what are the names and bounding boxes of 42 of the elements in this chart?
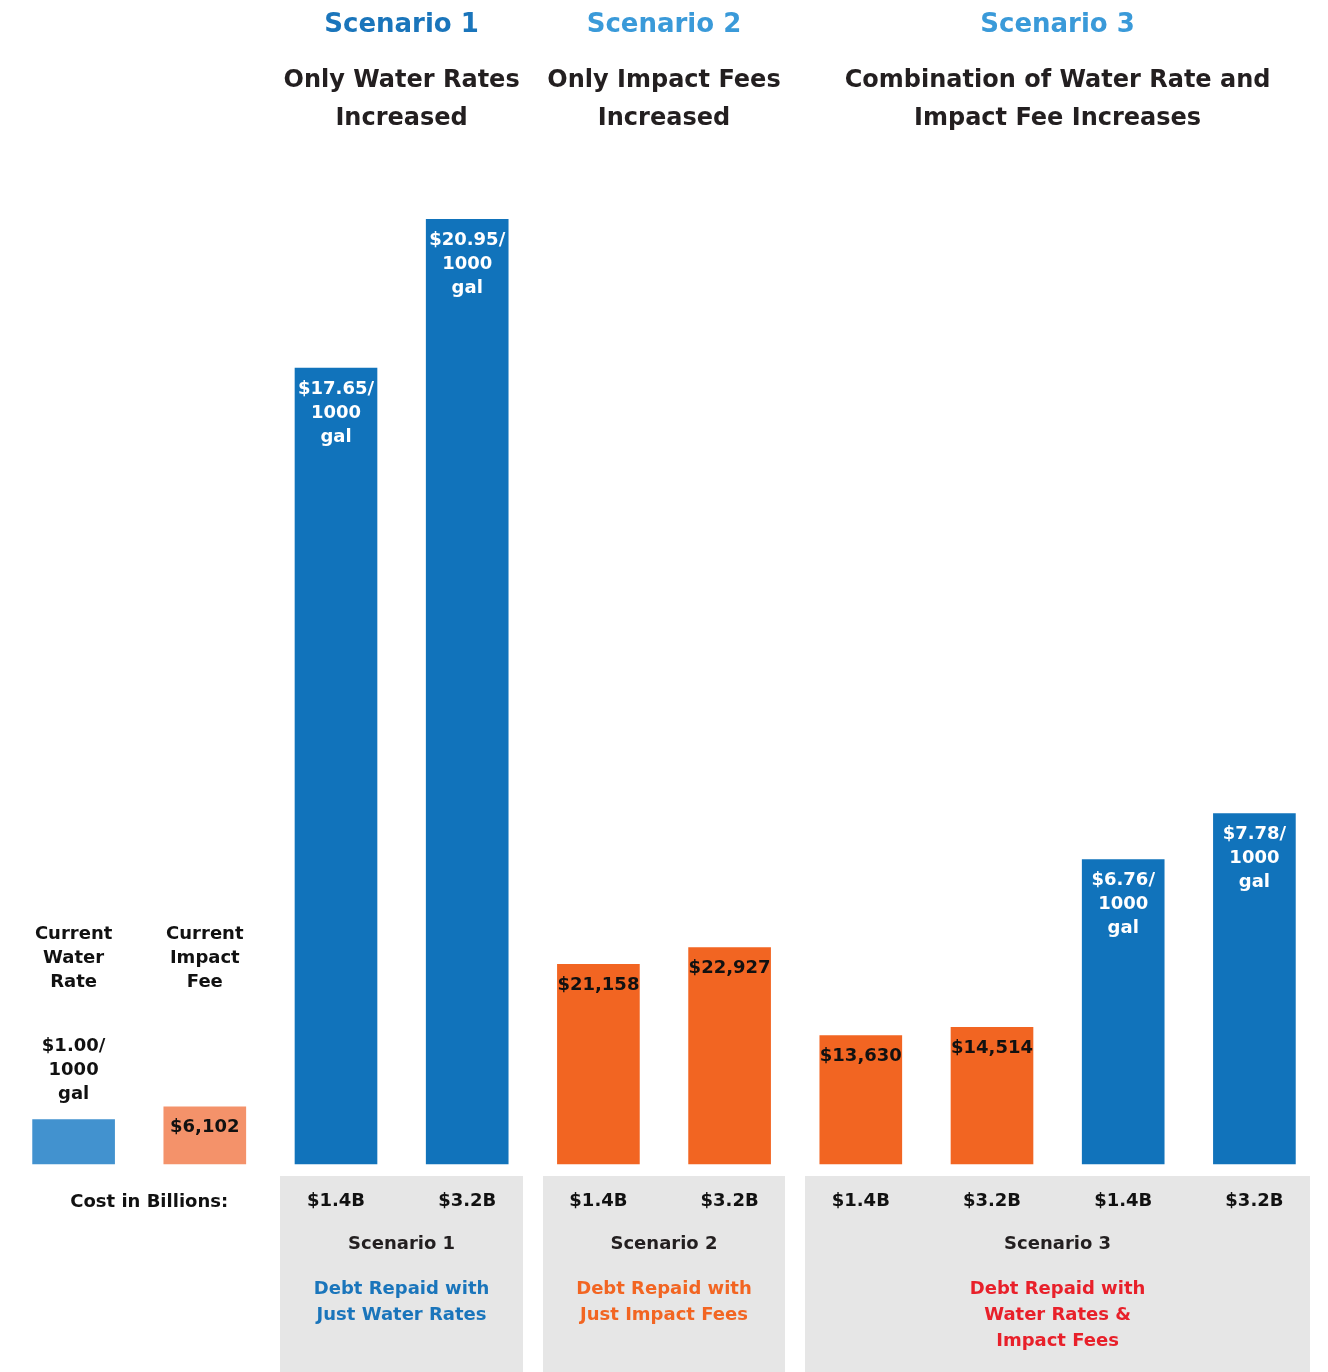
- bar: [1213, 813, 1296, 1165]
- x-tick-label: $3.2B: [962, 1188, 1022, 1210]
- data-label: $6,102: [170, 1115, 240, 1137]
- bar: [819, 1035, 903, 1165]
- text: Debt Repaid with Water Rates & Impact Fees: [968, 1276, 1147, 1353]
- x-tick-label: Current Impact Fee: [166, 921, 244, 991]
- data-label: $6.76/ 1000 gal: [1091, 867, 1156, 937]
- bar: [688, 947, 771, 1165]
- data-label: $20.95/ 1000 gal: [429, 227, 506, 297]
- text: Scenario 1: [323, 8, 480, 38]
- data-label: $14,514: [951, 1035, 1033, 1057]
- data-label: $13,630: [819, 1043, 902, 1065]
- data-label: $17.65/ 1000 gal: [297, 376, 375, 446]
- bar: [32, 1119, 115, 1165]
- x-tick-label: $3.2B: [700, 1188, 759, 1210]
- text: Only Impact Fees Increased: [546, 64, 782, 133]
- x-tick-label: $3.2B: [1225, 1188, 1284, 1210]
- bar: [1081, 859, 1165, 1165]
- data-label: $21,158: [557, 972, 640, 994]
- text: Scenario 1: [347, 1232, 457, 1254]
- text: Debt Repaid with Just Water Rates: [312, 1276, 491, 1327]
- x-tick-label: $1.4B: [569, 1188, 628, 1210]
- text: Scenario 2: [609, 1232, 719, 1254]
- text: Only Water Rates Increased: [282, 64, 521, 133]
- bar: [950, 1026, 1034, 1165]
- bar: [557, 963, 640, 1165]
- text: Combination of Water Rate and Impact Fee Increases: [843, 64, 1272, 133]
- text: Debt Repaid with Just Impact Fees: [575, 1276, 753, 1327]
- bar: [294, 367, 378, 1165]
- x-tick-label: Current Water Rate: [34, 921, 113, 991]
- x-tick-label: $1.4B: [306, 1188, 366, 1210]
- text: Cost in Billions:: [69, 1190, 230, 1212]
- text: Scenario 2: [585, 8, 743, 38]
- data-label: $7.78/ 1000 gal: [1222, 821, 1287, 891]
- x-tick-label: $1.4B: [1094, 1188, 1153, 1210]
- text: Scenario 3: [979, 8, 1136, 38]
- data-label: $1.00/ 1000 gal: [41, 1033, 106, 1103]
- text: Scenario 3: [1003, 1232, 1113, 1254]
- data-label: $22,927: [688, 955, 771, 977]
- bar: [425, 218, 509, 1165]
- x-tick-label: $1.4B: [831, 1188, 890, 1210]
- x-tick-label: $3.2B: [438, 1188, 497, 1210]
